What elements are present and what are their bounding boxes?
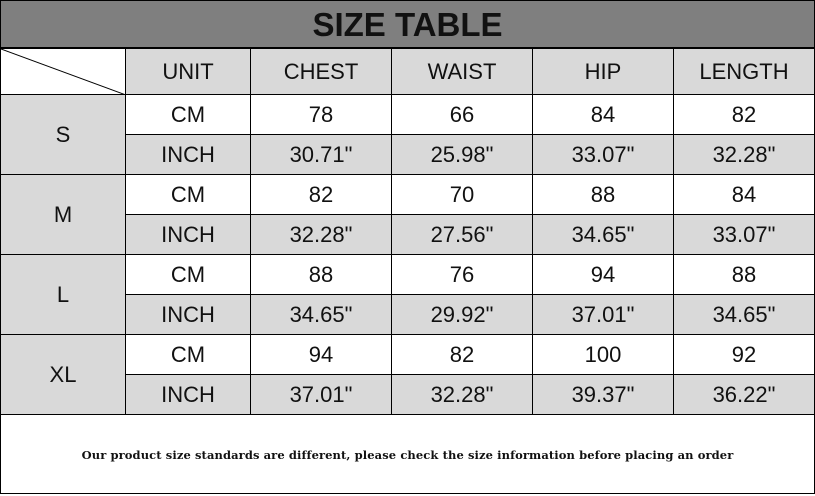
size-label: S <box>0 94 126 175</box>
table-row: INCH 32.28" 27.56" 34.65" 33.07" <box>1 214 815 255</box>
table-row: M CM 82 70 88 84 <box>0 174 815 255</box>
header-row: UNIT CHEST WAIST HIP LENGTH <box>0 48 815 95</box>
value-cell: 94 <box>250 334 392 375</box>
value-cell: 66 <box>391 94 533 135</box>
value-cell: 32.28" <box>673 134 815 175</box>
header-waist: WAIST <box>391 48 533 95</box>
value-cell: 36.22" <box>673 374 815 415</box>
footer-note: Our product size standards are different… <box>81 448 734 462</box>
value-cell: 29.92" <box>391 294 533 335</box>
unit-cell: CM <box>125 254 251 295</box>
header-chest: CHEST <box>250 48 392 95</box>
size-table: UNIT CHEST WAIST HIP LENGTH S CM 78 66 84 82 I… <box>0 48 815 415</box>
value-cell: 70 <box>391 174 533 215</box>
value-cell: 33.07" <box>532 134 674 175</box>
size-label: M <box>0 174 126 255</box>
value-cell: 82 <box>673 94 815 135</box>
table-row: INCH 37.01" 32.28" 39.37" 36.22" <box>1 374 815 415</box>
unit-cell: CM <box>125 94 251 135</box>
value-cell: 76 <box>391 254 533 295</box>
value-cell: 82 <box>250 174 392 215</box>
diagonal-line <box>1 49 126 95</box>
value-cell: 78 <box>250 94 392 135</box>
value-cell: 92 <box>673 334 815 375</box>
value-cell: 88 <box>532 174 674 215</box>
header-unit: UNIT <box>125 48 251 95</box>
value-cell: 84 <box>673 174 815 215</box>
value-cell: 39.37" <box>532 374 674 415</box>
value-cell: 27.56" <box>391 214 533 255</box>
value-cell: 32.28" <box>250 214 392 255</box>
value-cell: 33.07" <box>673 214 815 255</box>
unit-cell: INCH <box>125 294 251 335</box>
table-title: SIZE TABLE <box>1 1 814 48</box>
header-length: LENGTH <box>673 48 815 95</box>
table-row: L CM 88 76 94 88 <box>0 254 815 335</box>
table-row: S CM 78 66 84 82 <box>0 94 815 175</box>
value-cell: 37.01" <box>532 294 674 335</box>
size-label: XL <box>0 334 126 415</box>
table-row: XL CM 94 82 100 92 <box>0 334 815 415</box>
unit-cell: CM <box>125 174 251 215</box>
value-cell: 84 <box>532 94 674 135</box>
table-row: INCH 30.71" 25.98" 33.07" 32.28" <box>1 134 815 175</box>
value-cell: 37.01" <box>250 374 392 415</box>
value-cell: 94 <box>532 254 674 295</box>
value-cell: 25.98" <box>391 134 533 175</box>
header-hip: HIP <box>532 48 674 95</box>
value-cell: 30.71" <box>250 134 392 175</box>
value-cell: 34.65" <box>532 214 674 255</box>
unit-cell: INCH <box>125 134 251 175</box>
value-cell: 88 <box>673 254 815 295</box>
value-cell: 32.28" <box>391 374 533 415</box>
value-cell: 82 <box>391 334 533 375</box>
unit-cell: INCH <box>125 374 251 415</box>
value-cell: 34.65" <box>673 294 815 335</box>
value-cell: 34.65" <box>250 294 392 335</box>
value-cell: 88 <box>250 254 392 295</box>
size-label: L <box>0 254 126 335</box>
value-cell: 100 <box>532 334 674 375</box>
unit-cell: INCH <box>125 214 251 255</box>
unit-cell: CM <box>125 334 251 375</box>
corner-cell <box>0 48 126 95</box>
